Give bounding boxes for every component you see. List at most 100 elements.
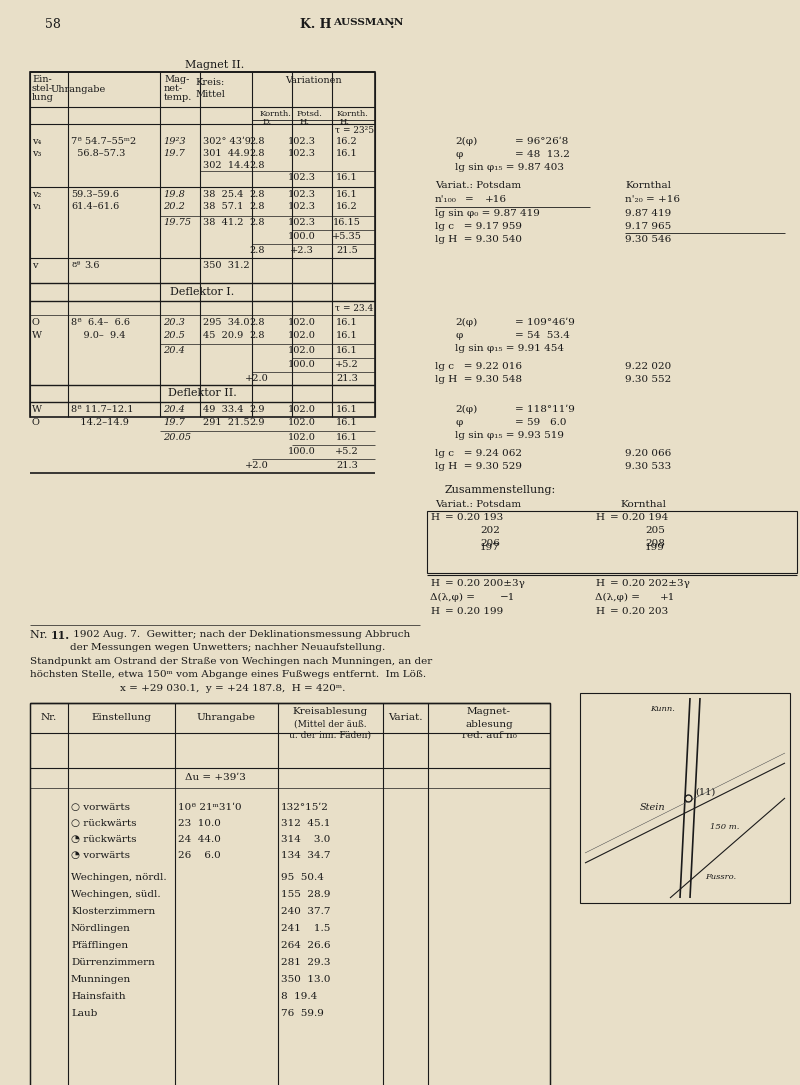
- Text: Kreisablesung: Kreisablesung: [292, 707, 368, 716]
- Text: Potsd.: Potsd.: [297, 110, 323, 118]
- Text: 16.1: 16.1: [336, 149, 358, 158]
- Text: lg H  = 9.30 540: lg H = 9.30 540: [435, 235, 522, 244]
- Text: Nördlingen: Nördlingen: [71, 924, 131, 933]
- Text: lg c   = 9.22 016: lg c = 9.22 016: [435, 362, 522, 371]
- Text: ○ vorwärts: ○ vorwärts: [71, 803, 130, 812]
- Text: 56.8–57.3: 56.8–57.3: [71, 149, 126, 158]
- Text: H: H: [430, 607, 439, 616]
- Text: 9.87 419: 9.87 419: [625, 209, 671, 218]
- Text: = 0.20 194: = 0.20 194: [610, 513, 668, 522]
- Text: 20.4: 20.4: [163, 346, 185, 355]
- Text: 49  33.4: 49 33.4: [203, 405, 243, 414]
- Text: ◔ rückwärts: ◔ rückwärts: [71, 835, 137, 844]
- Text: 38  57.1: 38 57.1: [203, 202, 243, 210]
- Text: Ein-: Ein-: [32, 75, 52, 84]
- Text: Dürrenzimmern: Dürrenzimmern: [71, 958, 155, 967]
- Text: 76  59.9: 76 59.9: [281, 1009, 324, 1018]
- Text: 9.30 552: 9.30 552: [625, 375, 671, 384]
- Text: Variationen: Variationen: [285, 76, 342, 85]
- Text: 19.75: 19.75: [163, 218, 191, 227]
- Text: 2.8: 2.8: [250, 331, 265, 340]
- Text: 100.0: 100.0: [288, 447, 316, 456]
- Text: 241    1.5: 241 1.5: [281, 924, 330, 933]
- Text: Zusammenstellung:: Zusammenstellung:: [444, 485, 556, 495]
- Text: red. auf n₀: red. auf n₀: [462, 731, 517, 740]
- Text: 16.1: 16.1: [336, 405, 358, 414]
- Text: 302° 43ʹ9: 302° 43ʹ9: [203, 137, 251, 146]
- Text: H: H: [595, 607, 604, 616]
- Text: 295  34.0: 295 34.0: [203, 318, 250, 327]
- Text: 21.3: 21.3: [336, 461, 358, 470]
- Text: H.: H.: [340, 118, 350, 126]
- Text: 2.8: 2.8: [250, 190, 265, 199]
- Text: Variat.: Potsdam: Variat.: Potsdam: [435, 181, 521, 190]
- Text: 301  44.9: 301 44.9: [203, 149, 250, 158]
- Text: 24  44.0: 24 44.0: [178, 835, 221, 844]
- Text: lg H  = 9.30 529: lg H = 9.30 529: [435, 462, 522, 471]
- Text: AUSSMANN: AUSSMANN: [333, 18, 403, 27]
- Text: 202: 202: [480, 526, 500, 535]
- Text: Kornth.: Kornth.: [260, 110, 292, 118]
- Text: v₂: v₂: [32, 190, 42, 199]
- Text: lg sin φ₁₅ = 9.93 519: lg sin φ₁₅ = 9.93 519: [455, 431, 564, 441]
- Text: +5.2: +5.2: [335, 360, 359, 369]
- Text: 100.0: 100.0: [288, 360, 316, 369]
- Text: lg c   = 9.17 959: lg c = 9.17 959: [435, 222, 522, 231]
- Text: 11.: 11.: [51, 630, 70, 641]
- Text: 8  19.4: 8 19.4: [281, 992, 318, 1001]
- Text: 100.0: 100.0: [288, 232, 316, 241]
- Text: Kornthal: Kornthal: [620, 500, 666, 509]
- Text: 1902 Aug. 7.  Gewitter; nach der Deklinationsmessung Abbruch: 1902 Aug. 7. Gewitter; nach der Deklinat…: [70, 630, 410, 639]
- Text: lg sin φ₁₅ = 9.87 403: lg sin φ₁₅ = 9.87 403: [455, 163, 564, 173]
- Text: 240  37.7: 240 37.7: [281, 907, 330, 916]
- Text: v₃: v₃: [32, 149, 42, 158]
- Text: 281  29.3: 281 29.3: [281, 958, 330, 967]
- Text: 102.0: 102.0: [288, 418, 316, 427]
- Text: W: W: [32, 405, 42, 414]
- Text: 2.8: 2.8: [250, 161, 265, 170]
- Text: 20.5: 20.5: [163, 331, 185, 340]
- Text: 16.1: 16.1: [336, 173, 358, 182]
- Text: Klosterzimmern: Klosterzimmern: [71, 907, 155, 916]
- Text: 2.8: 2.8: [250, 246, 265, 255]
- Text: Nr.: Nr.: [41, 713, 57, 722]
- Text: = 118°11ʹ9: = 118°11ʹ9: [515, 405, 575, 414]
- Text: φ: φ: [455, 150, 462, 159]
- Text: n'₂₀ = +16: n'₂₀ = +16: [625, 195, 680, 204]
- Text: 208: 208: [645, 539, 665, 548]
- Text: Uhrangabe: Uhrangabe: [50, 85, 106, 94]
- Text: 9.22 020: 9.22 020: [625, 362, 671, 371]
- Text: φ: φ: [455, 418, 462, 427]
- Text: W: W: [32, 331, 42, 340]
- Text: 102.0: 102.0: [288, 346, 316, 355]
- Text: +2.0: +2.0: [245, 374, 269, 383]
- Bar: [30, 703, 550, 1085]
- Text: Kreis:: Kreis:: [195, 78, 225, 87]
- Text: 199: 199: [645, 542, 665, 552]
- Text: = 0.20 200±3γ: = 0.20 200±3γ: [445, 579, 525, 588]
- Text: lg sin φ₀ = 9.87 419: lg sin φ₀ = 9.87 419: [435, 209, 540, 218]
- Text: 38  41.2: 38 41.2: [203, 218, 243, 227]
- Text: +5.35: +5.35: [332, 232, 362, 241]
- Text: 350  13.0: 350 13.0: [281, 975, 330, 984]
- Text: 197: 197: [480, 542, 500, 552]
- Text: Kornthal: Kornthal: [625, 181, 671, 190]
- Text: 350  31.2: 350 31.2: [203, 261, 250, 270]
- Text: (11): (11): [695, 788, 715, 797]
- Text: Fussro.: Fussro.: [705, 873, 736, 881]
- Text: 102.3: 102.3: [288, 218, 316, 227]
- Text: 8ª 11.7–12.1: 8ª 11.7–12.1: [71, 405, 134, 414]
- Text: Wechingen, nördl.: Wechingen, nördl.: [71, 873, 166, 882]
- Text: 2.8: 2.8: [250, 318, 265, 327]
- Text: +1: +1: [660, 593, 675, 602]
- Text: Hainsfaith: Hainsfaith: [71, 992, 126, 1001]
- Text: = 48  13.2: = 48 13.2: [515, 150, 570, 159]
- Text: τ = 23.4: τ = 23.4: [335, 304, 374, 312]
- Text: v: v: [32, 261, 38, 270]
- Text: 302  14.4: 302 14.4: [203, 161, 250, 170]
- Text: −1: −1: [500, 593, 515, 602]
- Text: Δ(λ,φ) =: Δ(λ,φ) =: [595, 593, 640, 602]
- Text: D.: D.: [263, 118, 272, 126]
- Text: +5.2: +5.2: [335, 447, 359, 456]
- Text: φ: φ: [455, 331, 462, 340]
